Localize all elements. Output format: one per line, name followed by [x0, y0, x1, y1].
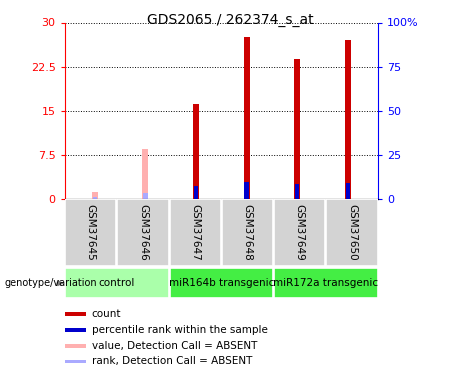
Text: miR172a transgenic: miR172a transgenic	[273, 278, 378, 288]
Text: GDS2065 / 262374_s_at: GDS2065 / 262374_s_at	[147, 13, 314, 27]
Bar	[65, 268, 169, 298]
Text: count: count	[92, 309, 121, 320]
Bar	[65, 344, 86, 348]
Bar	[65, 328, 86, 332]
Bar	[295, 184, 299, 199]
Text: value, Detection Call = ABSENT: value, Detection Call = ABSENT	[92, 341, 257, 351]
Bar	[194, 186, 198, 199]
Bar	[170, 268, 273, 298]
Bar	[142, 149, 148, 199]
Bar	[294, 59, 300, 199]
Bar	[117, 200, 169, 266]
Bar	[93, 196, 97, 199]
Text: GSM37649: GSM37649	[295, 204, 305, 261]
Text: rank, Detection Call = ABSENT: rank, Detection Call = ABSENT	[92, 357, 252, 366]
Text: genotype/variation: genotype/variation	[5, 278, 97, 288]
Text: GSM37647: GSM37647	[190, 204, 200, 261]
Bar	[222, 200, 273, 266]
Bar	[65, 200, 116, 266]
Bar	[274, 268, 378, 298]
Bar	[65, 312, 86, 316]
Text: percentile rank within the sample: percentile rank within the sample	[92, 325, 267, 335]
Text: control: control	[99, 278, 135, 288]
Text: GSM37648: GSM37648	[242, 204, 253, 261]
Bar	[326, 200, 378, 266]
Bar	[65, 360, 86, 363]
Bar	[170, 200, 221, 266]
Text: GSM37646: GSM37646	[138, 204, 148, 261]
Text: miR164b transgenic: miR164b transgenic	[169, 278, 274, 288]
Text: GSM37645: GSM37645	[86, 204, 96, 261]
Bar	[346, 183, 350, 199]
Bar	[274, 200, 325, 266]
Text: GSM37650: GSM37650	[347, 204, 357, 261]
Bar	[244, 182, 248, 199]
Bar	[193, 104, 199, 199]
Bar	[92, 192, 98, 199]
Bar	[143, 193, 148, 199]
Bar	[243, 37, 249, 199]
Bar	[345, 40, 351, 199]
